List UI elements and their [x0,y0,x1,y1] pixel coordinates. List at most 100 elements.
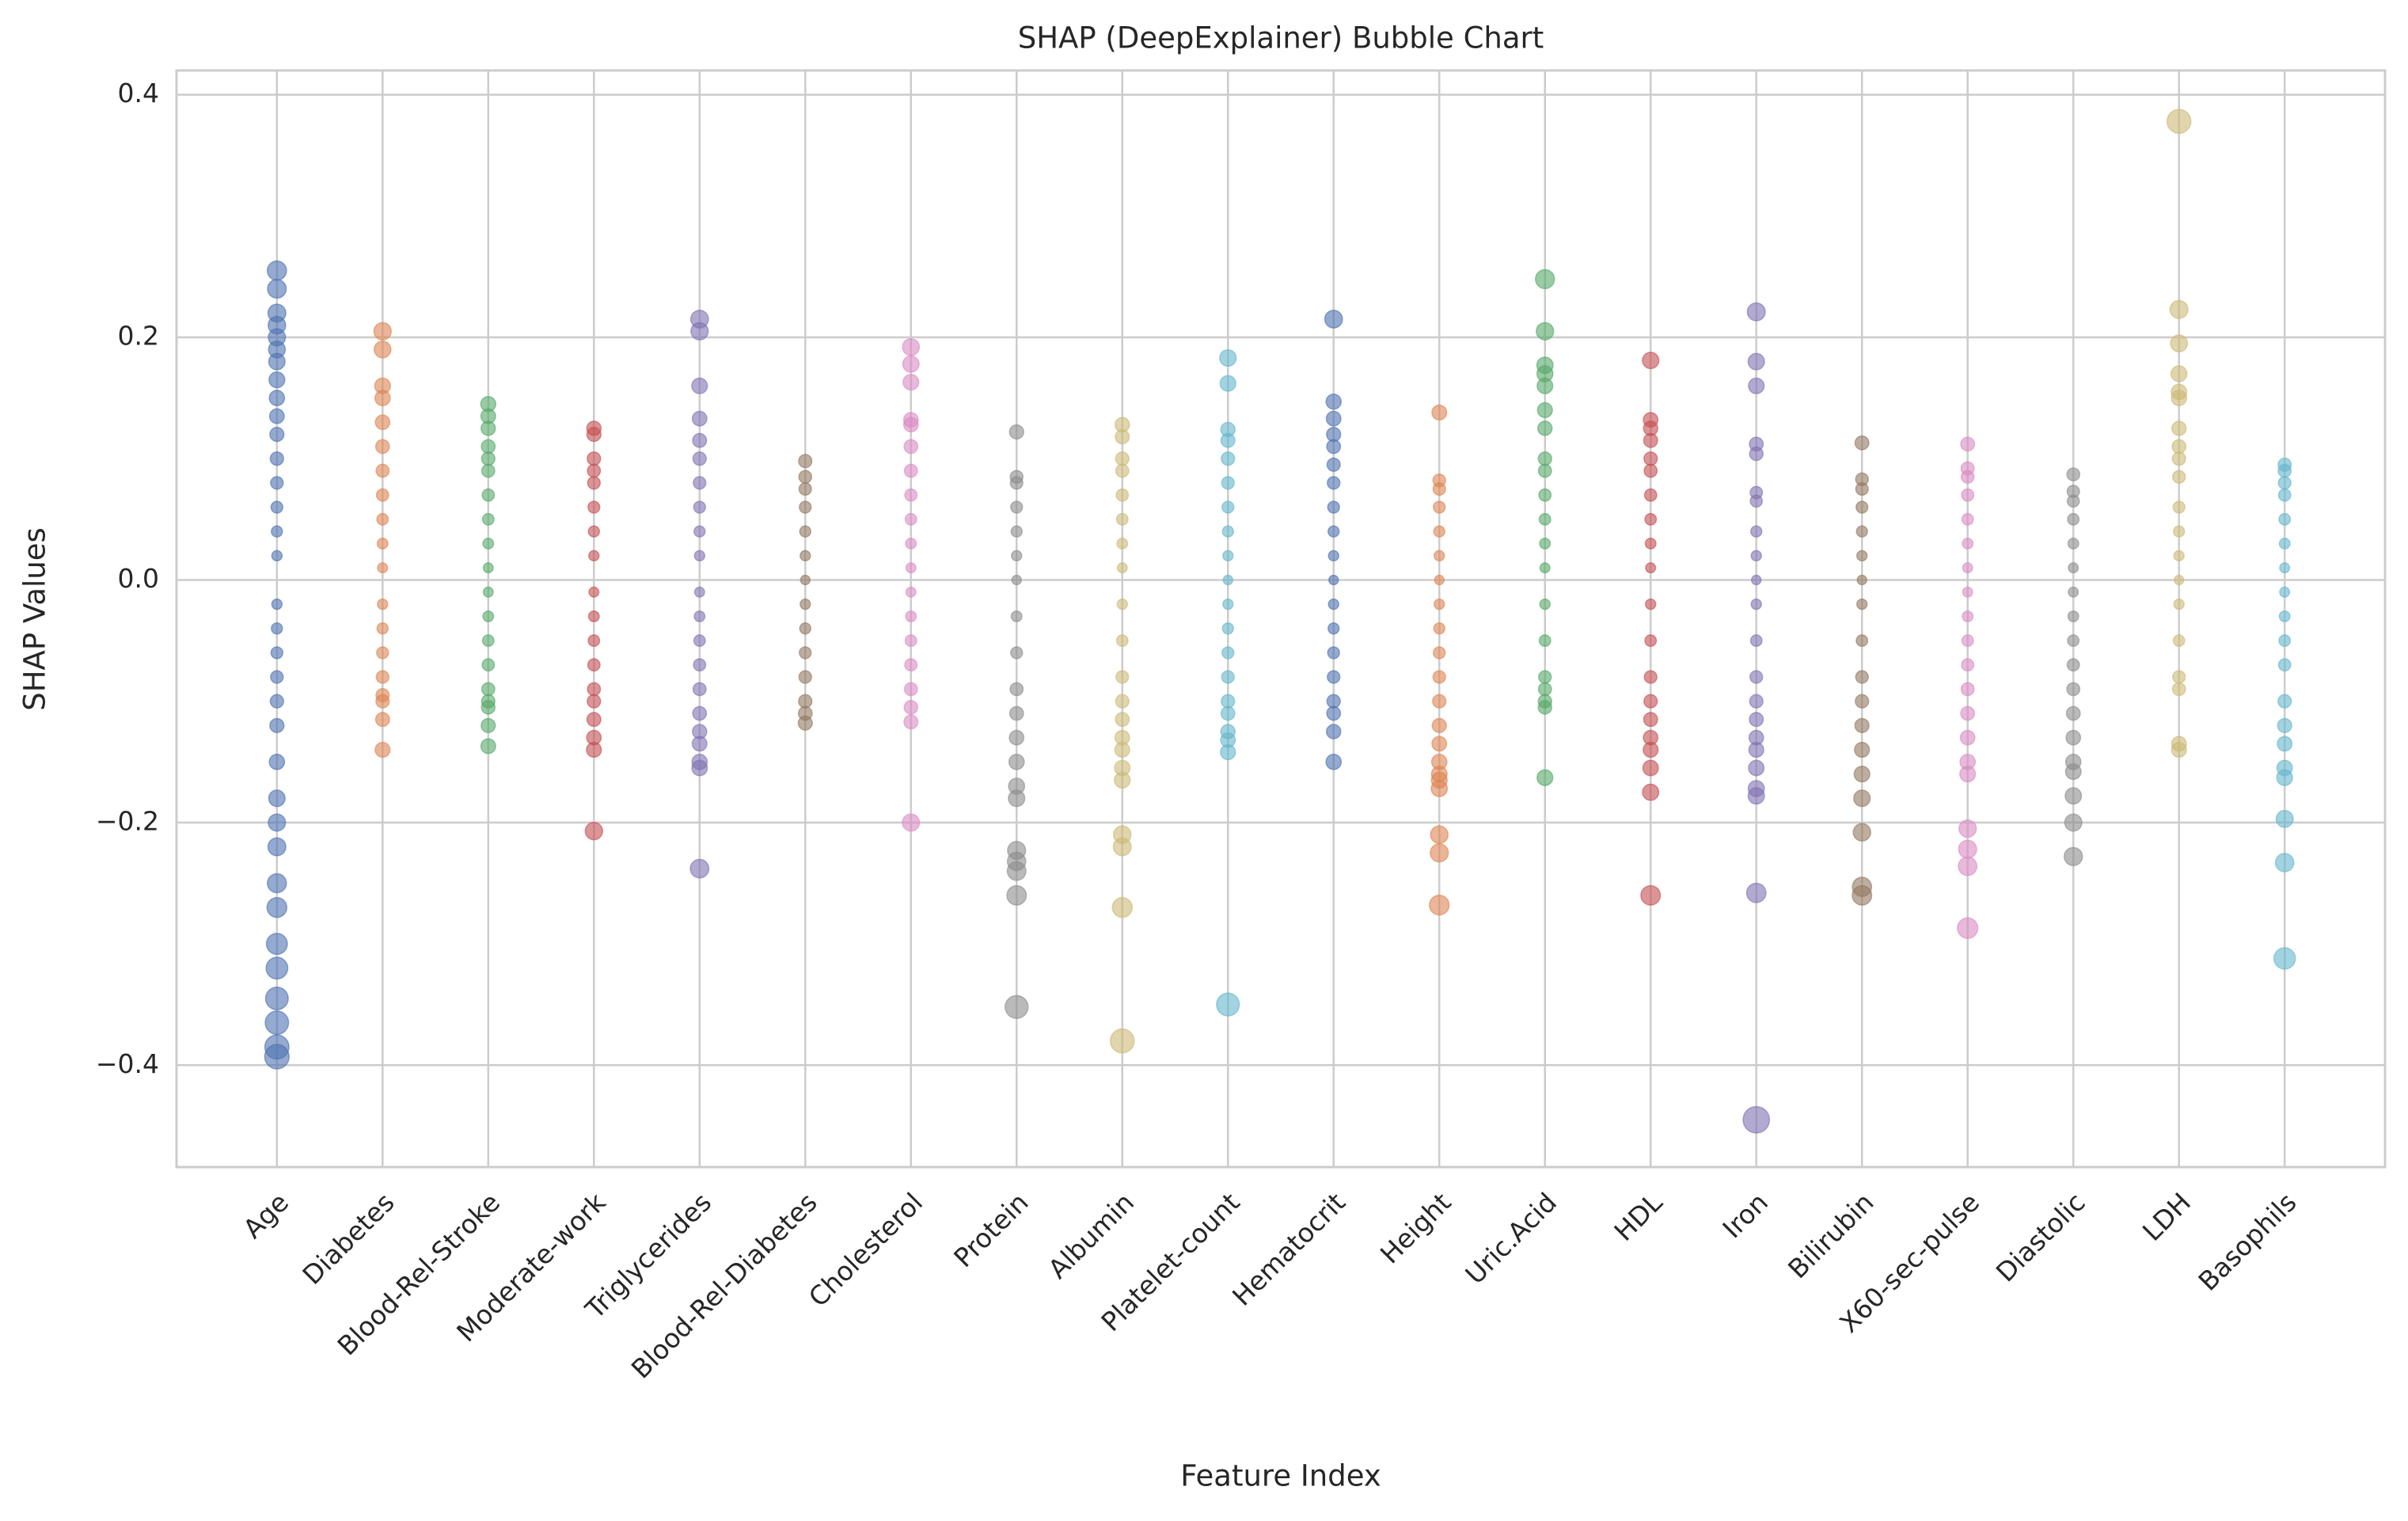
bubble [374,439,390,454]
x-tick-label: LDH [2136,1187,2197,1247]
bubble [1006,861,1027,881]
bubble [1008,753,1025,770]
bubble [1961,634,1974,648]
bubble [2278,512,2292,526]
bubble [2170,365,2188,382]
bubble [689,858,710,879]
bubble [1008,424,1024,440]
bubble [1645,562,1657,574]
bubble [2277,488,2292,502]
bubble [1219,348,1237,367]
bubble [480,700,496,715]
bubble [902,374,920,391]
bubble [1960,682,1975,697]
bubble [2277,476,2292,490]
bubble [1852,884,1873,906]
bubble [800,549,811,562]
bubble [1957,917,1979,939]
bubble [1221,670,1235,684]
bubble [693,500,706,514]
bubble [482,562,494,574]
bubble [375,463,390,478]
bubble [1010,525,1023,538]
bubble [265,956,289,980]
bubble [903,463,918,478]
bubble [902,813,921,832]
y-tick-label: 0.0 [118,563,159,594]
bubble [1431,717,1447,733]
bubble [1115,488,1130,502]
bubble [1748,377,1765,394]
x-tick-label: Albumin [1043,1187,1141,1285]
bubble [692,451,707,466]
bubble [1114,771,1131,789]
bubble [904,658,918,672]
bubble [1222,598,1234,610]
bubble [2064,813,2083,832]
bubble [1431,736,1448,752]
bubble [690,321,709,341]
bubble [1962,586,1973,598]
bubble [267,873,287,894]
x-tick-label: Cholesterol [803,1187,929,1313]
bubble [376,538,389,549]
bubble [798,482,812,496]
bubble [2171,741,2187,759]
bubble [1961,658,1975,672]
bubble [691,736,708,752]
bubble [2278,538,2291,549]
bubble [1959,729,1976,746]
bubble [376,512,389,526]
bubble [1854,741,1871,759]
bubble [1116,538,1129,549]
bubble [2279,562,2291,574]
bubble [693,476,707,490]
bubble [1433,500,1446,514]
bubble [1750,574,1762,586]
bubble [264,1010,290,1036]
bubble [1325,410,1342,427]
bubble [1221,694,1236,709]
bubble [1324,310,1343,329]
bubble [1536,377,1554,394]
bubble [587,463,602,478]
bubble [903,439,919,454]
bubble [1855,482,1869,496]
bubble [1326,457,1341,472]
bubble [480,717,496,733]
bubble [2279,586,2291,598]
bubble [905,562,917,574]
bubble [693,610,706,622]
bubble [2066,682,2081,697]
bubble [1958,819,1977,838]
bubble [1855,634,1869,648]
bubble [2171,470,2186,485]
bubble [1115,694,1130,709]
bubble [2171,390,2188,407]
bubble [1115,451,1130,466]
bubble [2172,500,2186,514]
bubble [1008,729,1025,746]
bubble [903,714,919,730]
plot-frame [175,69,2387,1169]
chart-title: SHAP (DeepExplainer) Bubble Chart [1018,21,1544,55]
bubble [1433,525,1445,538]
bubble [266,260,287,281]
bubble [1958,839,1977,859]
bubble [270,476,284,490]
bubble [584,821,604,841]
bubble [1640,884,1662,906]
bubble [482,610,495,622]
bubble [903,682,918,697]
bubble [1006,884,1027,906]
bubble [1537,682,1552,697]
bubble [1855,670,1869,684]
bubble [1962,562,1973,574]
bubble [798,694,813,709]
y-tick-label: −0.4 [96,1048,159,1079]
bubble [266,896,288,918]
bubble [1746,302,1766,321]
bubble [1852,823,1871,842]
bubble [1432,482,1446,496]
bubble [269,694,284,709]
